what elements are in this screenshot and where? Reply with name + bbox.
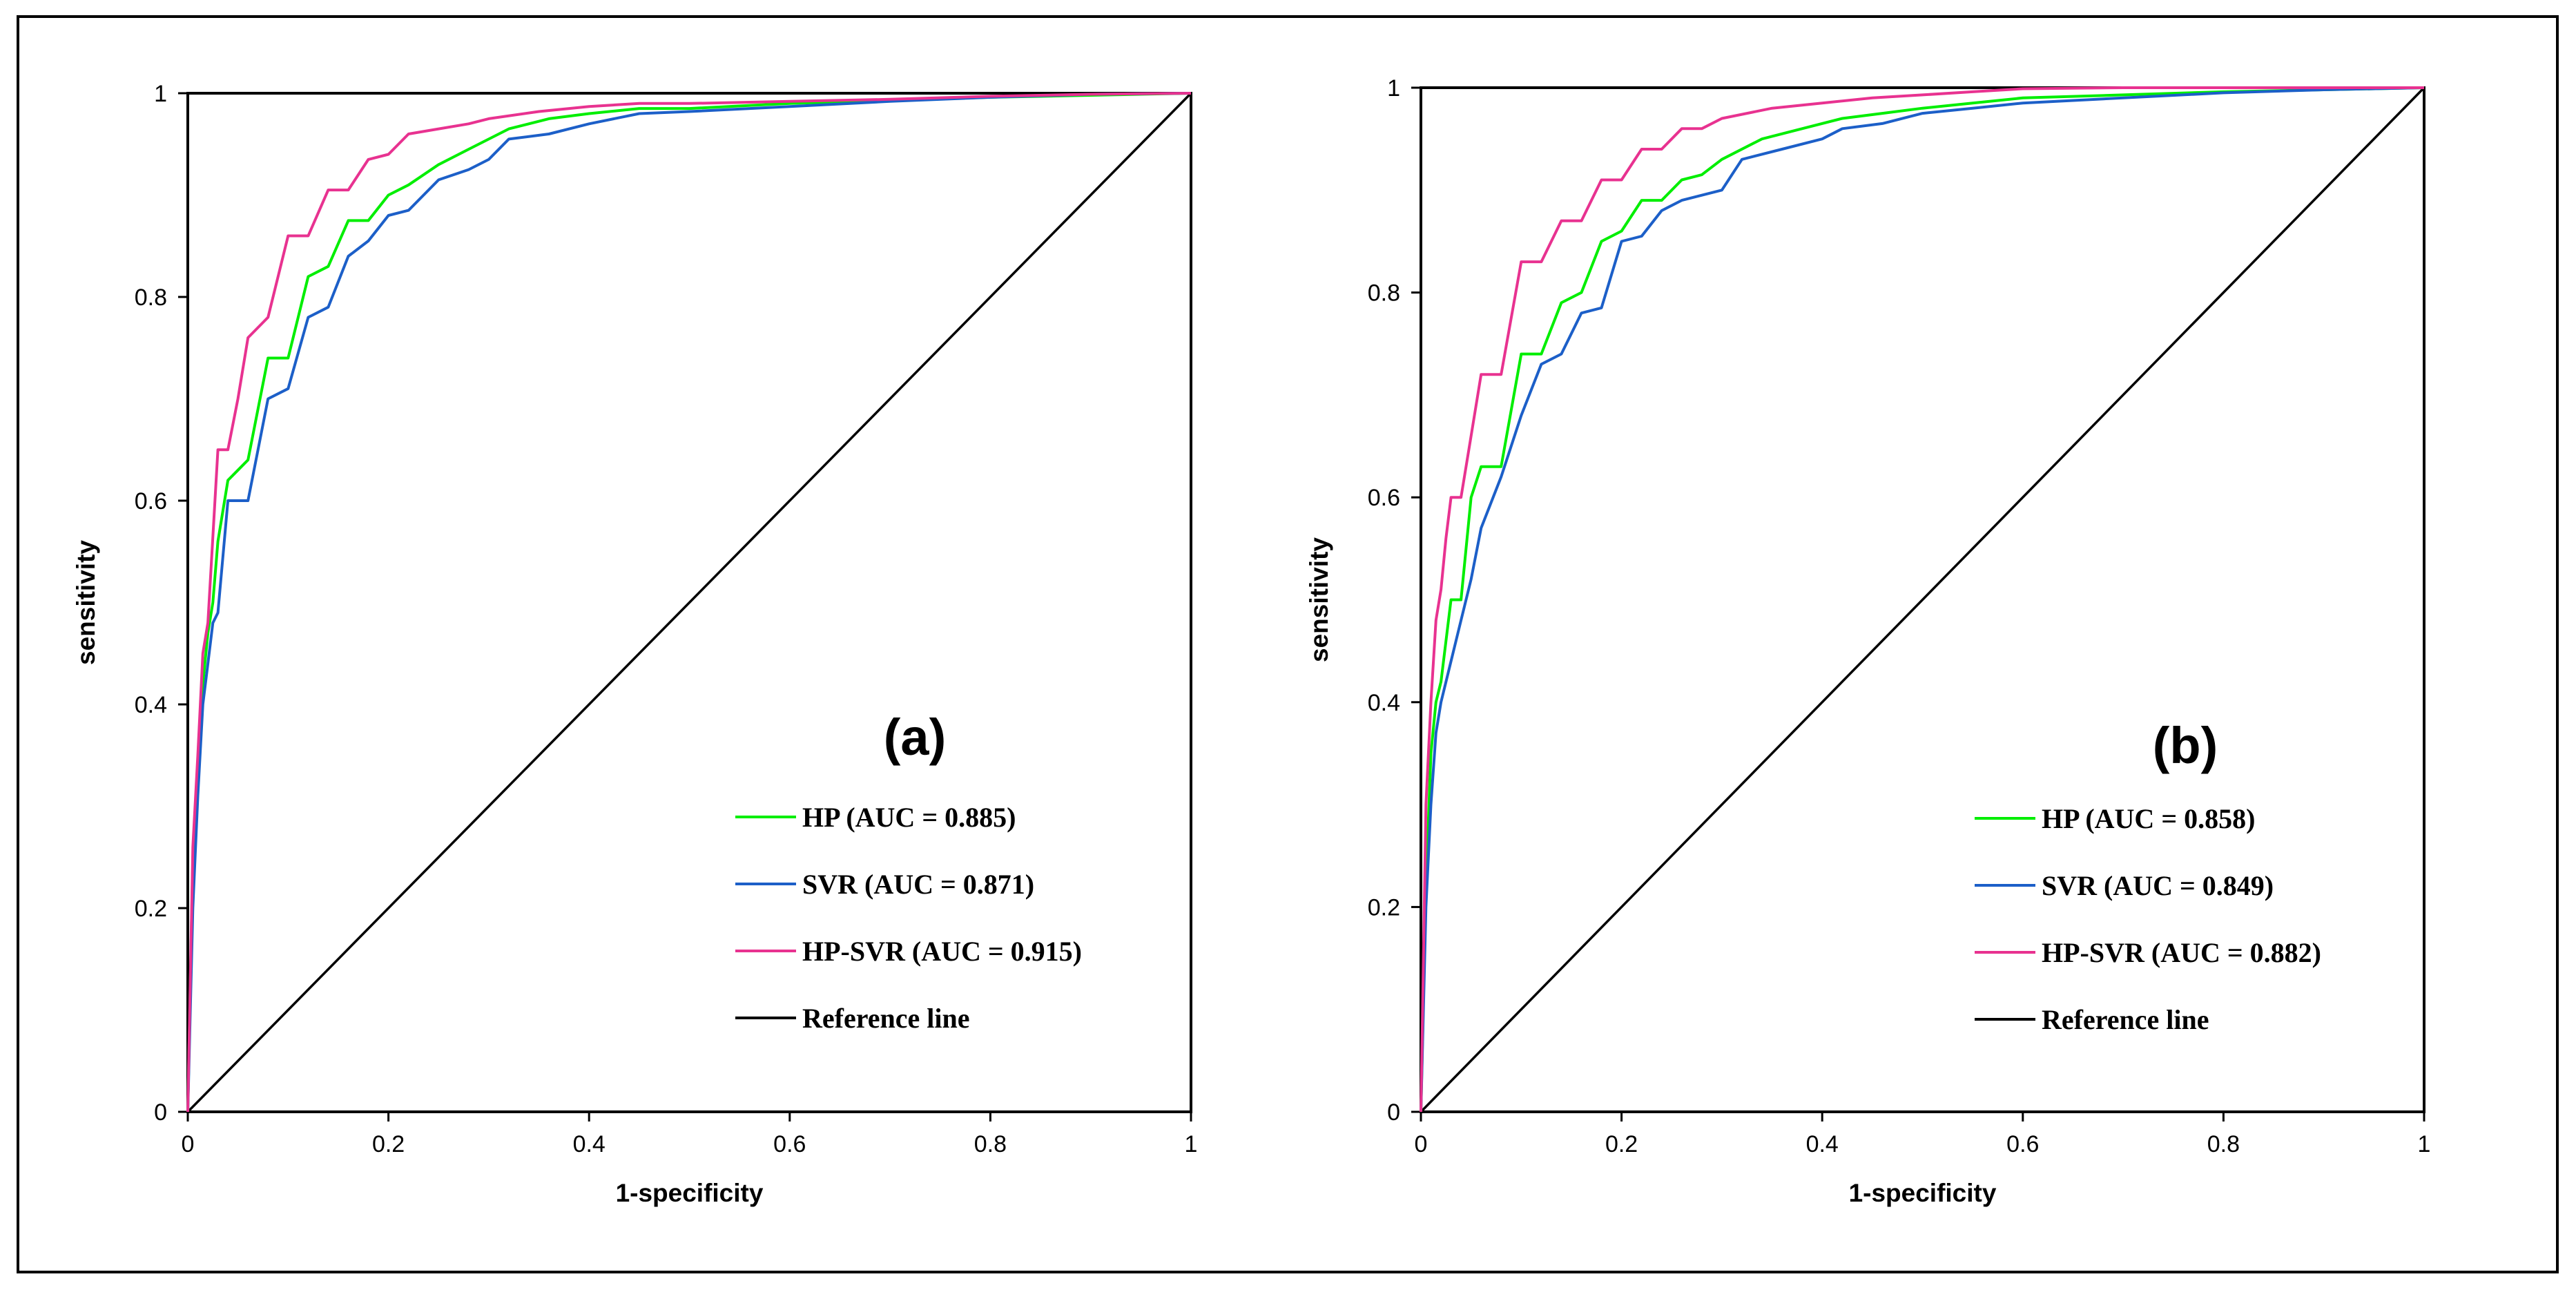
- y-tick-label: 0.6: [1368, 485, 1400, 511]
- x-tick-label: 0.8: [2207, 1131, 2240, 1157]
- legend-entry: SVR (AUC = 0.849): [2042, 870, 2274, 901]
- series-line-hp: [1420, 86, 2425, 1113]
- y-axis-label: sensitivity: [1305, 537, 1333, 662]
- y-tick-label: 1: [154, 81, 167, 107]
- x-axis-label: 1-specificity: [1849, 1179, 1997, 1207]
- y-tick-label: 0.8: [135, 285, 167, 311]
- legend-entry: HP-SVR (AUC = 0.882): [2042, 937, 2321, 968]
- x-axis-label: 1-specificity: [616, 1179, 764, 1207]
- series-line-hp-svr: [186, 92, 1192, 1113]
- x-tick-label: 0.6: [2006, 1131, 2039, 1157]
- legend-entry: HP (AUC = 0.858): [2042, 803, 2255, 834]
- panel-label: (a): [884, 709, 946, 766]
- series-line-reference: [1420, 86, 2425, 1113]
- y-tick-label: 0: [154, 1099, 167, 1126]
- x-tick-label: 0.8: [974, 1131, 1007, 1157]
- x-tick-label: 1: [2418, 1131, 2431, 1157]
- x-tick-label: 0: [1415, 1131, 1428, 1157]
- legend-entry: SVR (AUC = 0.871): [802, 869, 1034, 900]
- y-tick-label: 0.8: [1368, 280, 1400, 307]
- x-tick-label: 0.2: [372, 1131, 405, 1157]
- legend-entry: HP-SVR (AUC = 0.915): [802, 936, 1082, 967]
- x-tick-label: 0.2: [1605, 1131, 1638, 1157]
- panel-label: (b): [2153, 717, 2218, 774]
- roc-panel-b: 0 0.2 0.4 0.6 0.8 1 0 0.2 0.4 0.6 0.8 1 1-specificit…: [1305, 75, 2430, 1207]
- x-tick-label: 0: [182, 1131, 195, 1157]
- x-tick-label: 0.4: [1806, 1131, 1839, 1157]
- series-line-hp-svr: [1420, 86, 2424, 1113]
- y-tick-label: 0.6: [135, 488, 167, 514]
- y-axis-label: sensitivity: [72, 540, 100, 665]
- series-line-reference: [186, 92, 1192, 1113]
- y-tick-label: 0.2: [1368, 894, 1400, 921]
- y-tick-label: 0.2: [135, 896, 167, 922]
- legend: HP (AUC = 0.885) SVR (AUC = 0.871) HP-SVR …: [735, 802, 1082, 1034]
- series-line-svr: [186, 92, 1192, 1113]
- legend-entry: Reference line: [2042, 1004, 2209, 1035]
- legend-entry: HP (AUC = 0.885): [802, 802, 1016, 833]
- roc-panel-a: 0 0.2 0.4 0.6 0.8 1 0 0.2 0.4 0.6 0.8 1 1-specificit…: [72, 81, 1197, 1207]
- y-tick-label: 1: [1387, 75, 1400, 102]
- y-tick-label: 0.4: [135, 692, 167, 718]
- y-tick-label: 0.4: [1368, 690, 1400, 716]
- legend-entry: Reference line: [802, 1003, 969, 1034]
- x-tick-label: 0.6: [773, 1131, 806, 1157]
- y-tick-label: 0: [1387, 1099, 1400, 1126]
- series-line-svr: [1420, 86, 2425, 1113]
- x-tick-label: 1: [1185, 1131, 1198, 1157]
- series-line-hp: [186, 92, 1192, 1113]
- legend: HP (AUC = 0.858) SVR (AUC = 0.849) HP-SVR …: [1975, 803, 2321, 1035]
- x-tick-label: 0.4: [573, 1131, 606, 1157]
